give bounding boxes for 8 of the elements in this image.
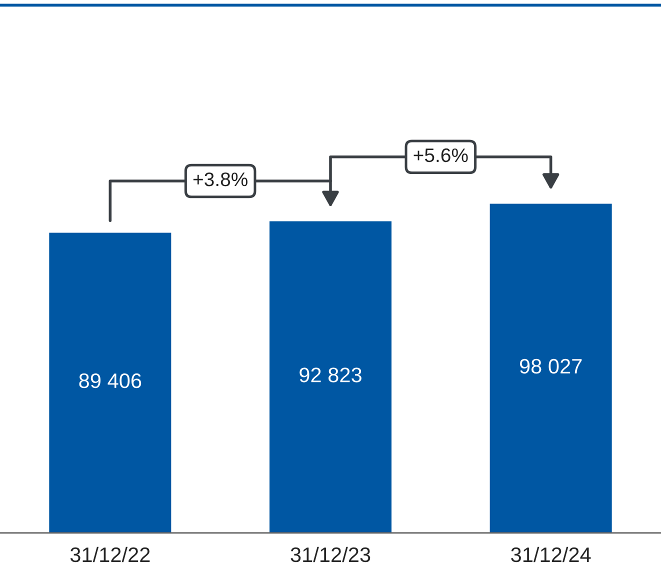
data-label: 92 823 [300,368,362,382]
x-tick-label: 31/12/24 [511,546,591,562]
x-tick-label: 31/12/23 [290,546,370,562]
data-label: 98 027 [520,358,582,374]
data-label: 89 406 [79,373,142,388]
text: +5.6% [414,148,468,162]
text: +3.8% [193,172,248,186]
x-tick-label: 31/12/22 [70,546,150,562]
